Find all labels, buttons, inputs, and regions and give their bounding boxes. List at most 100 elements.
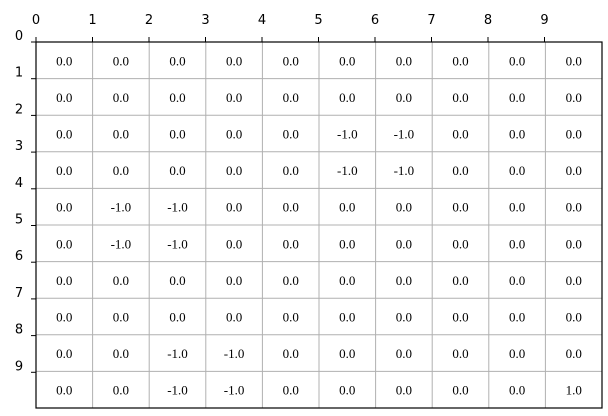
cell-r7-c2: 0.0 — [169, 310, 185, 325]
cell-r7-c0: 0.0 — [56, 310, 72, 325]
x-tick-label-5: 5 — [314, 13, 322, 28]
y-tick-label-8: 8 — [15, 323, 23, 338]
cell-r8-c3: -1.0 — [224, 346, 245, 361]
cell-r7-c5: 0.0 — [339, 310, 355, 325]
cell-r2-c0: 0.0 — [56, 127, 72, 142]
cell-r4-c6: 0.0 — [396, 200, 412, 215]
cell-r1-c1: 0.0 — [113, 90, 129, 105]
cell-r5-c4: 0.0 — [283, 236, 299, 251]
cell-r8-c6: 0.0 — [396, 346, 412, 361]
cell-r3-c0: 0.0 — [56, 163, 72, 178]
cell-r0-c9: 0.0 — [566, 53, 582, 68]
cell-r9-c7: 0.0 — [452, 383, 468, 398]
cell-r7-c4: 0.0 — [283, 310, 299, 325]
cell-r2-c4: 0.0 — [283, 127, 299, 142]
cell-r1-c7: 0.0 — [452, 90, 468, 105]
cell-r9-c0: 0.0 — [56, 383, 72, 398]
cell-r8-c8: 0.0 — [509, 346, 525, 361]
cell-r5-c8: 0.0 — [509, 236, 525, 251]
cell-r1-c3: 0.0 — [226, 90, 242, 105]
cell-r8-c4: 0.0 — [283, 346, 299, 361]
cell-r2-c2: 0.0 — [169, 127, 185, 142]
cell-r0-c0: 0.0 — [56, 53, 72, 68]
x-tick-label-0: 0 — [32, 13, 40, 28]
cell-r4-c2: -1.0 — [167, 200, 188, 215]
cell-r0-c2: 0.0 — [169, 53, 185, 68]
cell-r9-c5: 0.0 — [339, 383, 355, 398]
cell-r1-c0: 0.0 — [56, 90, 72, 105]
cell-r3-c6: -1.0 — [394, 163, 415, 178]
table-cells: 0.0 0.0 0.0 0.0 0.0 0.0 0.0 0.0 0.0 0.0 0.0 0.0 0.0 0… — [56, 53, 582, 397]
x-tick-label-9: 9 — [540, 13, 548, 28]
cell-r0-c4: 0.0 — [283, 53, 299, 68]
cell-r7-c9: 0.0 — [566, 310, 582, 325]
cell-r4-c8: 0.0 — [509, 200, 525, 215]
cell-r4-c3: 0.0 — [226, 200, 242, 215]
cell-r1-c6: 0.0 — [396, 90, 412, 105]
cell-r5-c6: 0.0 — [396, 236, 412, 251]
cell-r6-c9: 0.0 — [566, 273, 582, 288]
cell-r7-c8: 0.0 — [509, 310, 525, 325]
cell-r6-c2: 0.0 — [169, 273, 185, 288]
cell-r6-c3: 0.0 — [226, 273, 242, 288]
cell-r3-c5: -1.0 — [337, 163, 358, 178]
cell-r7-c3: 0.0 — [226, 310, 242, 325]
cell-r9-c3: -1.0 — [224, 383, 245, 398]
cell-r6-c4: 0.0 — [283, 273, 299, 288]
cell-r4-c5: 0.0 — [339, 200, 355, 215]
cell-r0-c6: 0.0 — [396, 53, 412, 68]
cell-r4-c0: 0.0 — [56, 200, 72, 215]
x-tick-label-3: 3 — [201, 13, 209, 28]
cell-r1-c8: 0.0 — [509, 90, 525, 105]
cell-r9-c2: -1.0 — [167, 383, 188, 398]
cell-r5-c5: 0.0 — [339, 236, 355, 251]
cell-r0-c1: 0.0 — [113, 53, 129, 68]
y-tick-label-9: 9 — [15, 359, 23, 374]
cell-r3-c2: 0.0 — [169, 163, 185, 178]
y-tick-label-5: 5 — [15, 213, 23, 228]
cell-r0-c3: 0.0 — [226, 53, 242, 68]
cell-r6-c7: 0.0 — [452, 273, 468, 288]
cell-r7-c7: 0.0 — [452, 310, 468, 325]
cell-r9-c6: 0.0 — [396, 383, 412, 398]
cell-r4-c1: -1.0 — [111, 200, 132, 215]
cell-r9-c1: 0.0 — [113, 383, 129, 398]
y-tick-label-4: 4 — [15, 176, 23, 191]
cell-r3-c4: 0.0 — [283, 163, 299, 178]
x-tick-label-4: 4 — [258, 13, 266, 28]
cell-r2-c8: 0.0 — [509, 127, 525, 142]
cell-r2-c9: 0.0 — [566, 127, 582, 142]
cell-r2-c7: 0.0 — [452, 127, 468, 142]
cell-r8-c9: 0.0 — [566, 346, 582, 361]
cell-r4-c9: 0.0 — [566, 200, 582, 215]
y-tick-label-1: 1 — [15, 66, 23, 81]
cell-r6-c6: 0.0 — [396, 273, 412, 288]
cell-r3-c1: 0.0 — [113, 163, 129, 178]
cell-r3-c3: 0.0 — [226, 163, 242, 178]
cell-r5-c2: -1.0 — [167, 236, 188, 251]
x-tick-label-8: 8 — [484, 13, 492, 28]
cell-r5-c0: 0.0 — [56, 236, 72, 251]
y-tick-label-2: 2 — [15, 102, 23, 117]
cell-r9-c8: 0.0 — [509, 383, 525, 398]
x-tick-label-2: 2 — [145, 13, 153, 28]
cell-r1-c5: 0.0 — [339, 90, 355, 105]
cell-r2-c5: -1.0 — [337, 127, 358, 142]
cell-r5-c9: 0.0 — [566, 236, 582, 251]
cell-r2-c6: -1.0 — [394, 127, 415, 142]
cell-r8-c1: 0.0 — [113, 346, 129, 361]
grid-lines — [36, 42, 602, 408]
cell-r4-c4: 0.0 — [283, 200, 299, 215]
cell-r4-c7: 0.0 — [452, 200, 468, 215]
cell-r5-c3: 0.0 — [226, 236, 242, 251]
x-tick-label-7: 7 — [427, 13, 435, 28]
cell-r8-c2: -1.0 — [167, 346, 188, 361]
cell-r9-c4: 0.0 — [283, 383, 299, 398]
cell-r0-c5: 0.0 — [339, 53, 355, 68]
cell-r7-c6: 0.0 — [396, 310, 412, 325]
cell-r1-c4: 0.0 — [283, 90, 299, 105]
axis-ticks: 0 1 2 3 4 5 6 7 8 9 0 1 2 3 4 5 6 7 8 9 — [15, 13, 549, 374]
cell-r8-c5: 0.0 — [339, 346, 355, 361]
y-tick-label-6: 6 — [15, 249, 23, 264]
